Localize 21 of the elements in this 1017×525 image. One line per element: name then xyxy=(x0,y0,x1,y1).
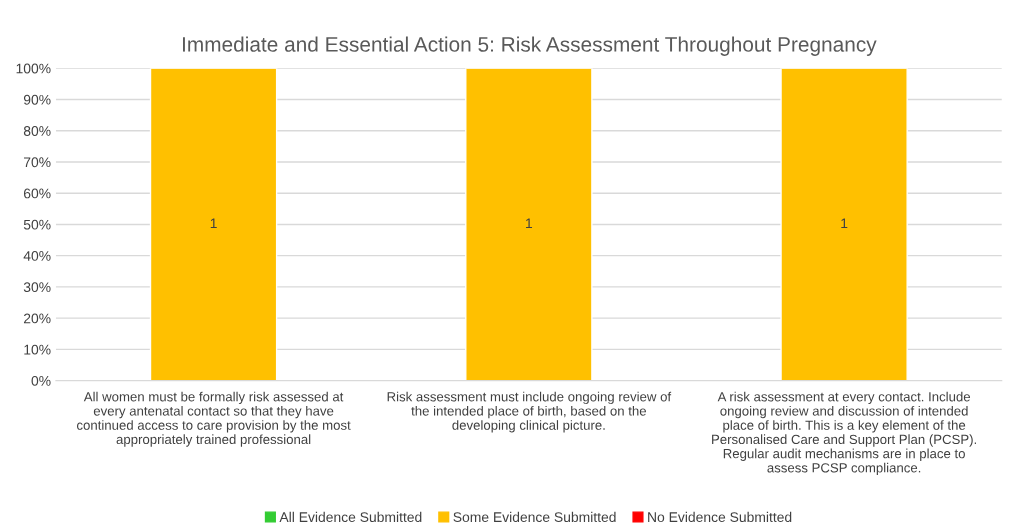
y-tick-label: 60% xyxy=(23,188,51,199)
x-tick-label: Risk assessment must include ongoing review of the intended place of birth, based on the developing clinical picture. xyxy=(387,391,672,433)
x-tick-label: All women must be formally risk assessed at every antenatal contact so that they have continued access to care provision by the most appropriately trained professional xyxy=(76,391,351,447)
chart-title: Immediate and Essential Action 5: Risk Assessment Throughout Pregnancy xyxy=(182,36,877,56)
y-tick-label: 20% xyxy=(23,313,51,324)
y-tick-label: 100% xyxy=(16,63,51,74)
legend-label: All Evidence Submitted xyxy=(279,511,422,523)
y-tick-label: 50% xyxy=(23,219,51,230)
legend-label: Some Evidence Submitted xyxy=(453,511,616,523)
annotation: 1 xyxy=(526,218,533,229)
y-tick-label: 40% xyxy=(23,251,51,261)
annotation: 1 xyxy=(210,218,217,229)
y-tick-label: 10% xyxy=(24,344,51,355)
x-tick-label: A risk assessment at every contact. Include ongoing review and discussion of intended place of birth. This is a key element of the Personalised Care and Support Plan (PCSP). Regular audit mechanisms are in place to assess PCSP compliance. xyxy=(712,391,977,476)
y-tick-label: 0% xyxy=(31,375,51,386)
annotation: 1 xyxy=(841,218,848,229)
y-tick-label: 30% xyxy=(23,282,51,293)
y-tick-label: 90% xyxy=(23,94,51,105)
y-tick-label: 80% xyxy=(23,126,51,136)
legend-label: No Evidence Submitted xyxy=(648,511,792,523)
y-tick-label: 70% xyxy=(23,157,51,168)
